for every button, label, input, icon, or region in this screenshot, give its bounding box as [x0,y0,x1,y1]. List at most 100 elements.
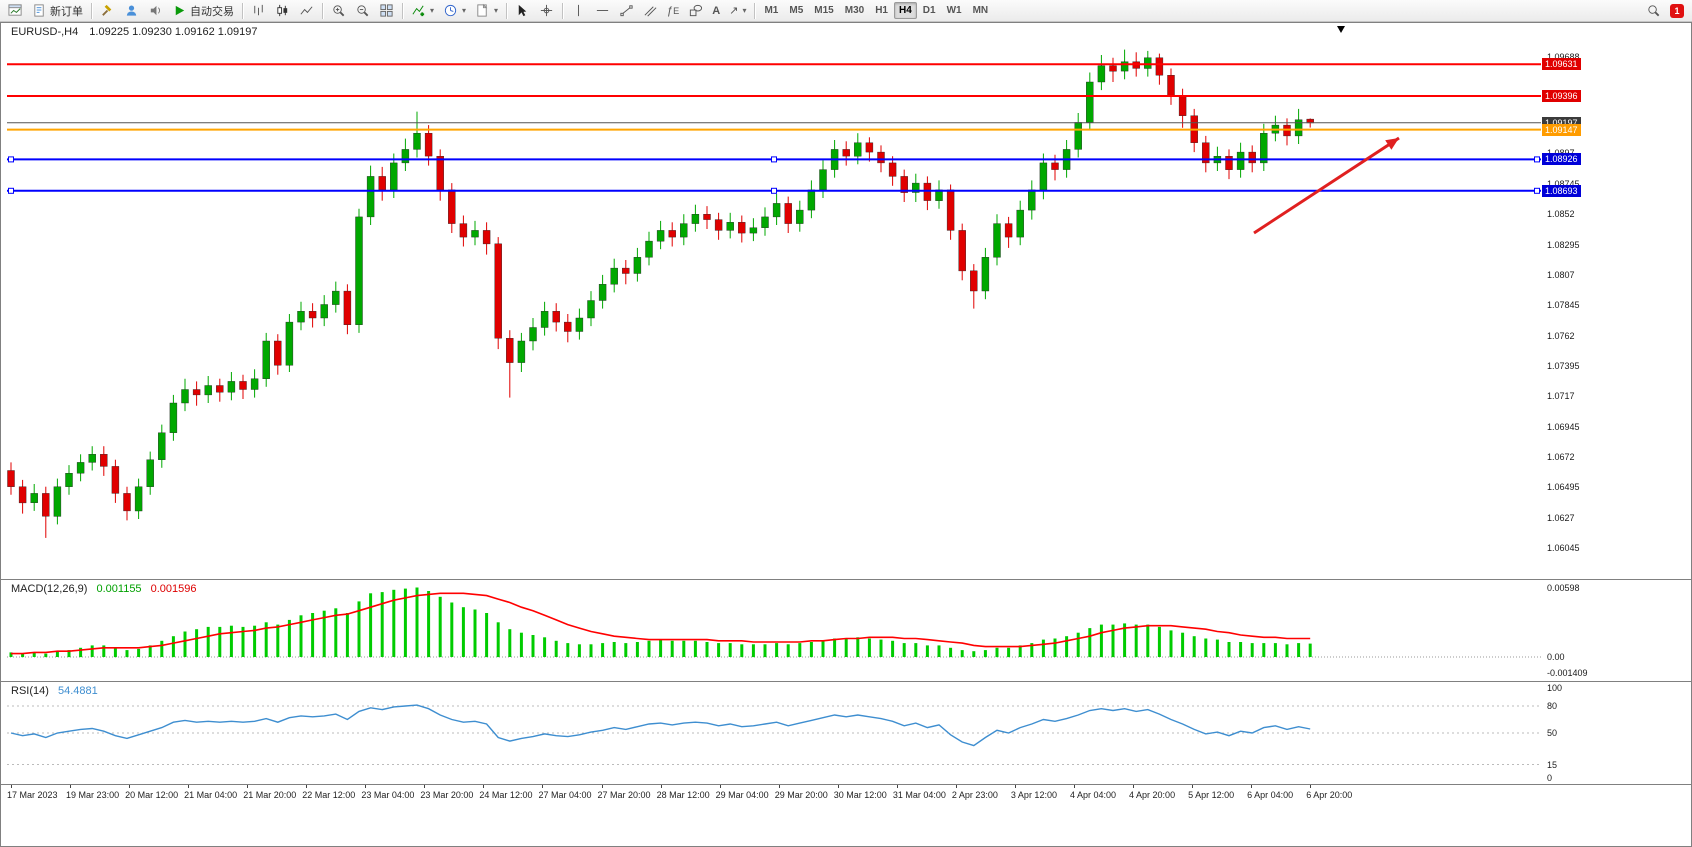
cursor-tool-button[interactable] [511,2,534,20]
macd-axis-label: -0.001409 [1547,668,1588,679]
fibonacci-tool-button[interactable]: ƒE [663,2,683,20]
notification-badge[interactable]: 1 [1670,3,1684,18]
text-tool-button[interactable]: A [708,2,724,20]
speaker-icon [150,5,161,16]
macd-canvas [7,587,1541,658]
price-axis-label: 1.0717 [1547,391,1575,402]
date-tick [719,785,721,788]
timeframe-d1-button[interactable]: D1 [922,5,936,16]
rsi-axis-label: 15 [1547,759,1558,770]
line-handle[interactable] [1534,187,1540,194]
price-axis-label: 1.06945 [1547,421,1580,432]
date-label: 23 Mar 20:00 [420,790,474,800]
fibonacci-icon: ƒE [667,4,680,17]
trend-arrow-object[interactable] [1253,136,1400,235]
toolbar-separator [754,2,756,19]
macd-panel[interactable]: MACD(12,26,9) 0.001155 0.001596 0.00598 0… [1,579,1691,681]
rsi-canvas [7,704,1541,765]
timeframe-w1-button[interactable]: W1 [946,5,962,16]
templates-button[interactable]: ▾ [471,2,502,20]
signals-button[interactable] [144,2,167,20]
chart-window: EURUSD-,H4 1.09225 1.09230 1.09162 1.091… [0,22,1692,847]
date-label: 28 Mar 12:00 [656,790,710,800]
price-chart-panel[interactable]: EURUSD-,H4 1.09225 1.09230 1.09162 1.091… [1,23,1691,579]
symbol-period-label: EURUSD-,H4 [11,26,79,38]
line-handle[interactable] [771,187,777,194]
cursor-arrow-icon [518,4,527,17]
macd-title: MACD(12,26,9) 0.001155 0.001596 [11,583,197,595]
search-icon [1648,5,1660,17]
channel-tool-button[interactable] [639,2,662,20]
zoom-in-button[interactable] [327,2,350,20]
search-button[interactable] [1642,2,1665,20]
price-axis-label: 1.09688 [1547,51,1580,62]
market-button[interactable] [120,2,143,20]
chevron-down-icon: ▾ [430,6,435,15]
macd-signal-line [11,592,1311,655]
price-axis-label: 1.0672 [1547,451,1575,462]
date-label: 17 Mar 2023 [7,790,58,800]
date-label: 27 Mar 04:00 [538,790,592,800]
chevron-down-icon: ▾ [742,6,747,15]
rsi-line [10,704,1311,747]
candlestick-icon [277,4,288,17]
date-tick [1073,785,1075,788]
line-handle[interactable] [8,156,14,163]
timeframe-m30-button[interactable]: M30 [844,5,865,16]
rsi-panel[interactable]: RSI(14) 54.4881 100 80 50 15 0 [1,681,1691,784]
rsi-title: RSI(14) 54.4881 [11,685,98,697]
line-handle[interactable] [771,156,777,163]
hammer-icon [102,4,112,16]
trendline-icon [620,5,633,17]
date-axis[interactable]: 17 Mar 2023 19 Mar 23:00 20 Mar 12:00 21 Ma… [1,784,1691,805]
auto-trading-button[interactable]: 自动交易 [168,2,238,20]
arrows-tool-button[interactable]: ↗ ▾ [725,2,750,20]
new-order-button[interactable]: 新订单 [28,2,87,20]
chart-shift-marker[interactable] [1337,26,1345,33]
timeframe-m1-button[interactable]: M1 [764,5,779,16]
date-tick [188,785,190,788]
timeframe-mn-button[interactable]: MN [972,5,989,16]
periods-button[interactable]: ▾ [439,2,470,20]
horizontal-line-icon [596,10,609,11]
horizontal-line-tool-button[interactable] [591,2,614,20]
toolbar-separator [402,2,403,19]
timeframe-h4-button[interactable]: H4 [893,2,917,19]
rsi-value: 54.4881 [57,685,98,697]
vertical-line-tool-button[interactable] [567,2,590,20]
date-label: 5 Apr 12:00 [1188,790,1235,800]
zoom-out-button[interactable] [351,2,374,20]
crosshair-tool-button[interactable] [535,2,558,20]
date-label: 22 Mar 12:00 [302,790,356,800]
chevron-down-icon: ▾ [462,6,467,15]
text-icon: A [712,4,721,17]
line-handle[interactable] [1534,156,1540,163]
indicators-button[interactable]: ▾ [407,2,438,20]
person-icon [126,5,137,16]
toolbar: 新订单 自动交易 ▾ ▾ ▾ [0,0,1692,22]
timeframe-m15-button[interactable]: M15 [814,5,834,16]
rsi-label: RSI(14) [11,685,49,697]
bar-chart-mode-button[interactable] [247,2,270,20]
date-label: 19 Mar 23:00 [66,790,120,800]
candlestick-mode-button[interactable] [271,2,294,20]
line-handle[interactable] [8,187,14,194]
ohlc-bars-icon [254,4,263,16]
timeframe-m5-button[interactable]: M5 [789,5,804,16]
line-chart-mode-button[interactable] [295,2,318,20]
shapes-tool-button[interactable] [684,2,707,20]
charts-window-icon[interactable] [4,2,27,20]
date-label: 27 Mar 20:00 [597,790,651,800]
channel-icon [644,6,657,17]
metaeditor-button[interactable] [96,2,119,20]
timeframe-h1-button[interactable]: H1 [875,5,888,16]
rsi-axis-label: 80 [1547,701,1558,711]
tile-windows-button[interactable] [375,2,398,20]
price-chart-canvas[interactable] [1,23,1692,579]
toolbar-separator [506,2,508,19]
price-axis-label: 1.06045 [1547,543,1580,554]
new-order-icon [34,4,44,17]
date-label: 4 Apr 04:00 [1069,790,1117,800]
trendline-tool-button[interactable] [615,2,638,20]
date-tick [483,785,485,788]
